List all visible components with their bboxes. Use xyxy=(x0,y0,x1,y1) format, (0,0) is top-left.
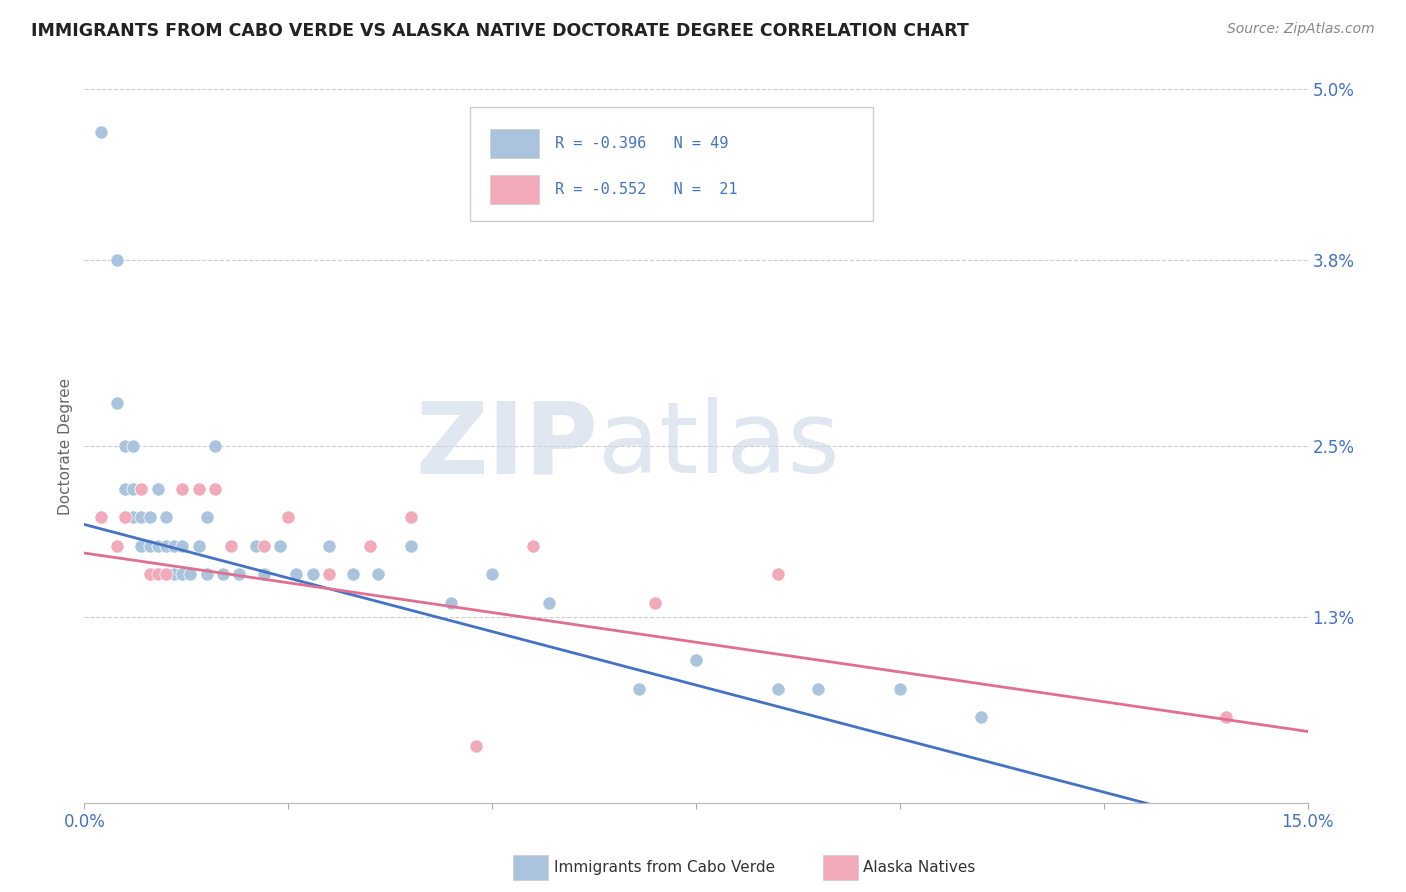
Point xyxy=(155,567,177,582)
Point xyxy=(187,539,209,553)
Text: IMMIGRANTS FROM CABO VERDE VS ALASKA NATIVE DOCTORATE DEGREE CORRELATION CHART: IMMIGRANTS FROM CABO VERDE VS ALASKA NAT… xyxy=(31,22,969,40)
Bar xyxy=(491,129,540,158)
Point xyxy=(195,567,218,582)
Point xyxy=(359,539,381,553)
Point xyxy=(146,539,169,553)
Point xyxy=(131,510,153,524)
Point xyxy=(155,567,177,582)
Point xyxy=(399,539,422,553)
Point xyxy=(399,510,422,524)
Bar xyxy=(491,175,540,203)
Point xyxy=(172,482,194,496)
Point xyxy=(285,567,308,582)
Text: Source: ZipAtlas.com: Source: ZipAtlas.com xyxy=(1227,22,1375,37)
Point xyxy=(766,567,789,582)
Point xyxy=(204,439,226,453)
Point xyxy=(204,482,226,496)
Point xyxy=(122,510,145,524)
Point xyxy=(464,739,486,753)
Point xyxy=(301,567,323,582)
Text: Alaska Natives: Alaska Natives xyxy=(863,861,976,875)
Point xyxy=(481,567,503,582)
Point xyxy=(179,567,201,582)
Text: Immigrants from Cabo Verde: Immigrants from Cabo Verde xyxy=(554,861,775,875)
Point xyxy=(522,539,544,553)
Point xyxy=(195,510,218,524)
Point xyxy=(146,567,169,582)
Point xyxy=(138,539,160,553)
Y-axis label: Doctorate Degree: Doctorate Degree xyxy=(58,377,73,515)
Point xyxy=(172,567,194,582)
Point xyxy=(889,681,911,696)
Text: atlas: atlas xyxy=(598,398,839,494)
Point xyxy=(131,482,153,496)
Point xyxy=(146,482,169,496)
Point xyxy=(138,510,160,524)
Point xyxy=(155,510,177,524)
Point xyxy=(318,539,340,553)
Point xyxy=(228,567,250,582)
Text: R = -0.552   N =  21: R = -0.552 N = 21 xyxy=(555,182,738,197)
Point xyxy=(212,567,235,582)
Point xyxy=(163,567,186,582)
Point xyxy=(807,681,830,696)
Point xyxy=(253,539,276,553)
Point xyxy=(367,567,389,582)
Point xyxy=(318,567,340,582)
Point xyxy=(163,539,186,553)
Point xyxy=(644,596,666,610)
Point xyxy=(538,596,561,610)
Point xyxy=(172,539,194,553)
Point xyxy=(105,396,128,410)
Point xyxy=(253,567,276,582)
Point xyxy=(114,439,136,453)
Point xyxy=(90,510,112,524)
Point xyxy=(146,567,169,582)
Point xyxy=(105,539,128,553)
Point xyxy=(685,653,707,667)
Point xyxy=(342,567,364,582)
Point xyxy=(131,539,153,553)
Point xyxy=(440,596,463,610)
Point xyxy=(114,482,136,496)
Point xyxy=(114,510,136,524)
Point xyxy=(155,539,177,553)
Text: ZIP: ZIP xyxy=(415,398,598,494)
Point xyxy=(90,125,112,139)
Point xyxy=(766,681,789,696)
Point xyxy=(269,539,291,553)
Point xyxy=(219,539,242,553)
FancyBboxPatch shape xyxy=(470,107,873,221)
Point xyxy=(627,681,650,696)
Point xyxy=(245,539,267,553)
Text: R = -0.396   N = 49: R = -0.396 N = 49 xyxy=(555,136,728,151)
Point xyxy=(970,710,993,724)
Point xyxy=(131,482,153,496)
Point xyxy=(1215,710,1237,724)
Point xyxy=(277,510,299,524)
Point xyxy=(105,253,128,268)
Point xyxy=(122,482,145,496)
Point xyxy=(187,482,209,496)
Point xyxy=(138,567,160,582)
Point xyxy=(219,539,242,553)
Point xyxy=(122,439,145,453)
